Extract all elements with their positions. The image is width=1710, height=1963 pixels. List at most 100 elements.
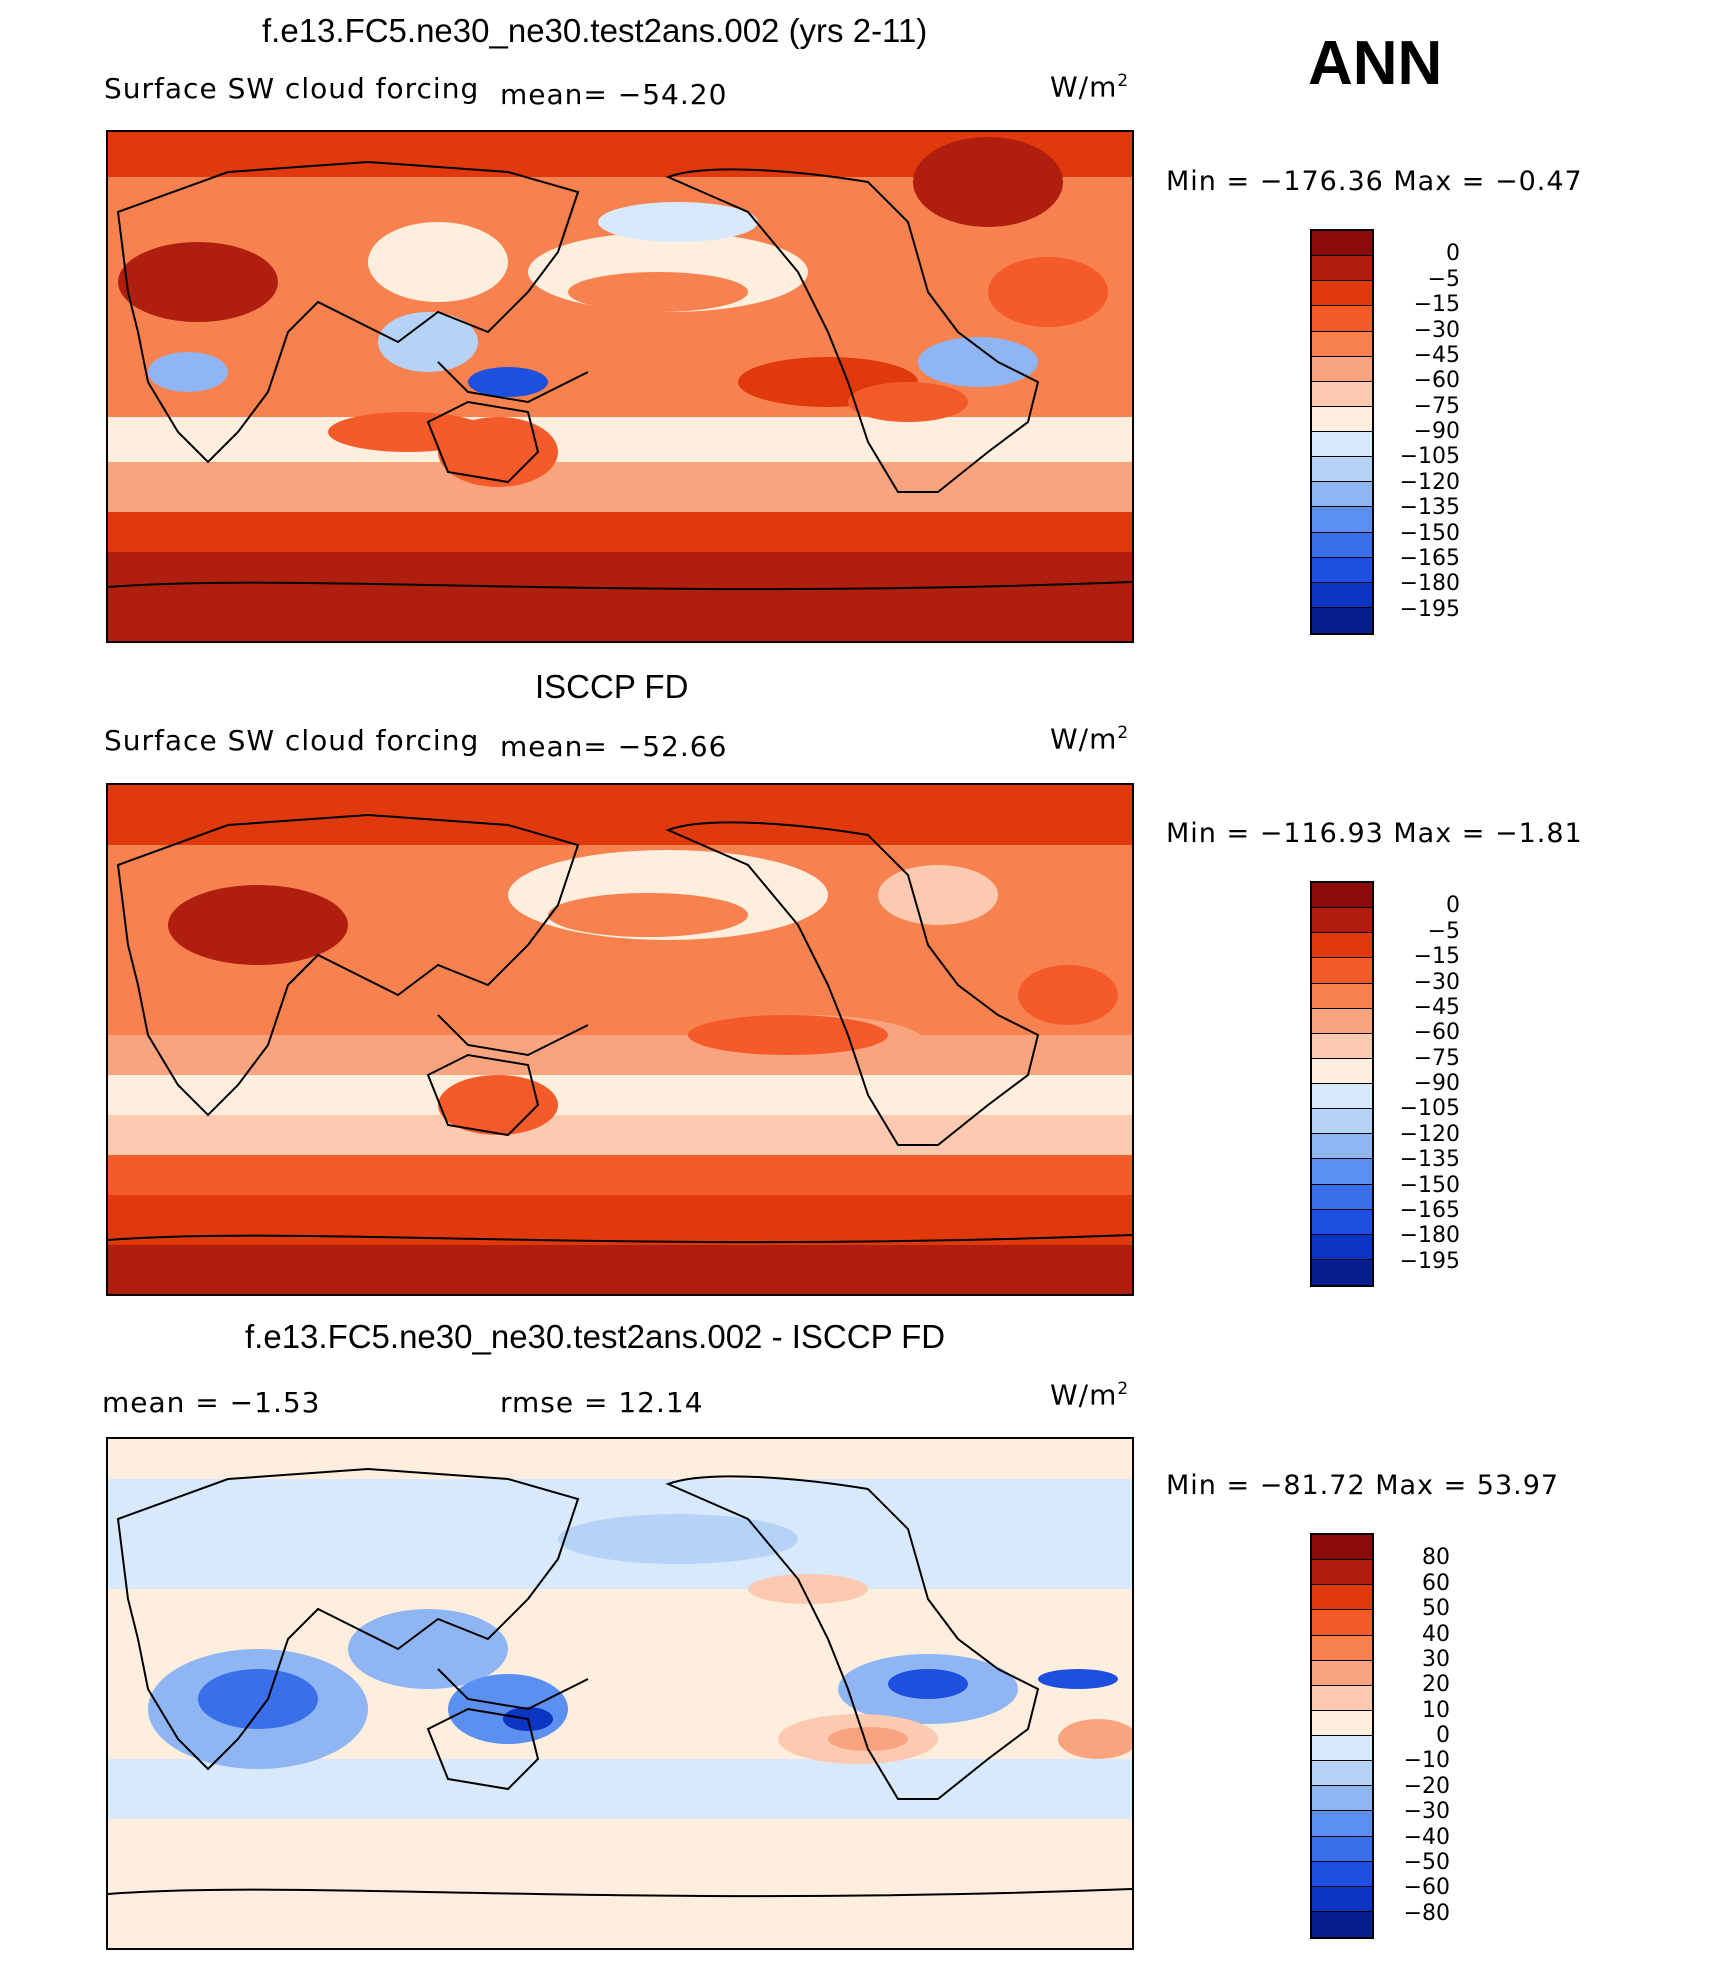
colorbar-label: 0 — [1446, 893, 1460, 919]
colorbar-cell — [1312, 958, 1372, 984]
colorbar-label: −10 — [1403, 1748, 1450, 1774]
colorbar-cell — [1312, 1685, 1372, 1711]
colorbar-cell — [1312, 1610, 1372, 1636]
colorbar-label: −195 — [1399, 596, 1460, 622]
panel-2-map — [106, 783, 1134, 1296]
colorbar-cell — [1312, 1861, 1372, 1887]
colorbar-cell — [1312, 1535, 1372, 1561]
panel-1-map — [106, 130, 1134, 643]
colorbar-cell — [1312, 1033, 1372, 1059]
panel-3-map — [106, 1437, 1134, 1950]
colorbar-label: −50 — [1403, 1849, 1450, 1875]
colorbar-cell — [1312, 607, 1372, 633]
panel-2-title: ISCCP FD — [535, 668, 689, 705]
panel-1-units: W/m2 — [1050, 70, 1130, 104]
colorbar-label: −5 — [1427, 918, 1460, 944]
colorbar-cell — [1312, 1209, 1372, 1235]
panel-1-mean: mean= −54.20 — [500, 78, 728, 111]
panel-3-minmax: Min = −81.72 Max = 53.97 — [1166, 1470, 1560, 1501]
colorbar-cell — [1312, 1134, 1372, 1160]
colorbar-cell — [1312, 281, 1372, 307]
colorbar-label: 20 — [1422, 1672, 1450, 1698]
panel-3-title: f.e13.FC5.ne30_ne30.test2ans.002 - ISCCP… — [245, 1318, 946, 1355]
colorbar-cell — [1312, 482, 1372, 508]
colorbar-label: −150 — [1399, 520, 1460, 546]
colorbar-cell — [1312, 507, 1372, 533]
colorbar-cell — [1312, 933, 1372, 959]
colorbar-cell — [1312, 256, 1372, 282]
colorbar-label: −15 — [1413, 944, 1460, 970]
colorbar-label: −135 — [1399, 1147, 1460, 1173]
colorbar-label: −45 — [1413, 994, 1460, 1020]
colorbar-label: −45 — [1413, 342, 1460, 368]
colorbar-cell — [1312, 432, 1372, 458]
colorbar-cell — [1312, 1234, 1372, 1260]
colorbar-cell — [1312, 1184, 1372, 1210]
colorbar-label: −180 — [1399, 1223, 1460, 1249]
colorbar-label: −30 — [1413, 969, 1460, 995]
colorbar-cell — [1312, 1560, 1372, 1586]
colorbar-cell — [1312, 1761, 1372, 1787]
panel-2-variable: Surface SW cloud forcing — [104, 724, 480, 757]
colorbar-cell — [1312, 582, 1372, 608]
colorbar-cell — [1312, 1811, 1372, 1837]
colorbar-cell — [1312, 1660, 1372, 1686]
colorbar-cell — [1312, 306, 1372, 332]
colorbar-label: −165 — [1399, 545, 1460, 571]
colorbar-label: −60 — [1403, 1875, 1450, 1901]
colorbar-label: 80 — [1422, 1545, 1450, 1571]
colorbar-cell — [1312, 1911, 1372, 1937]
colorbar-label: −120 — [1399, 469, 1460, 495]
colorbar-label: −90 — [1413, 1071, 1460, 1096]
panel-3-mean: mean = −1.53 — [102, 1386, 321, 1419]
colorbar-label: 30 — [1422, 1646, 1450, 1672]
panel-2-colorbar-labels: 0 −5 −15 −30 −45 −60 −75 −90 −105 −120 −135 −150 −16… — [1380, 881, 1460, 1287]
colorbar-cell — [1312, 1710, 1372, 1736]
panel-1-colorbar-labels: 0 −5 −15 −30 −45 −60 −75 −90 −105 −120 −135 −150 −16… — [1380, 229, 1460, 635]
colorbar-cell — [1312, 532, 1372, 558]
colorbar-label: −105 — [1399, 444, 1460, 470]
panel-2-mean: mean= −52.66 — [500, 730, 728, 763]
colorbar-label: −20 — [1403, 1773, 1450, 1799]
colorbar-cell — [1312, 231, 1372, 257]
colorbar-cell — [1312, 1635, 1372, 1661]
colorbar-cell — [1312, 908, 1372, 934]
colorbar-label: 0 — [1436, 1723, 1450, 1748]
panel-3-colorbar — [1310, 1533, 1374, 1939]
colorbar-label: −120 — [1399, 1121, 1460, 1147]
colorbar-cell — [1312, 983, 1372, 1009]
colorbar-cell — [1312, 1585, 1372, 1611]
colorbar-label: 0 — [1446, 241, 1460, 267]
colorbar-label: −150 — [1399, 1172, 1460, 1198]
colorbar-label: −135 — [1399, 495, 1460, 521]
colorbar-label: 10 — [1422, 1697, 1450, 1723]
colorbar-cell — [1312, 1008, 1372, 1034]
panel-1-minmax: Min = −176.36 Max = −0.47 — [1166, 166, 1583, 197]
colorbar-label: −195 — [1399, 1248, 1460, 1274]
panel-3-rmse: rmse = 12.14 — [500, 1386, 704, 1419]
colorbar-cell — [1312, 457, 1372, 483]
colorbar-label: −60 — [1413, 1020, 1460, 1046]
colorbar-label: −90 — [1413, 419, 1460, 444]
colorbar-label: −5 — [1427, 266, 1460, 292]
colorbar-cell — [1312, 356, 1372, 382]
colorbar-cell — [1312, 1836, 1372, 1862]
colorbar-cell — [1312, 883, 1372, 909]
colorbar-label: −75 — [1413, 1045, 1460, 1071]
colorbar-cell — [1312, 1786, 1372, 1812]
colorbar-cell — [1312, 1084, 1372, 1110]
colorbar-label: 60 — [1422, 1570, 1450, 1596]
colorbar-label: −60 — [1413, 368, 1460, 394]
colorbar-label: −15 — [1413, 292, 1460, 318]
colorbar-cell — [1312, 1259, 1372, 1285]
colorbar-cell — [1312, 557, 1372, 583]
colorbar-label: −105 — [1399, 1096, 1460, 1122]
colorbar-label: −180 — [1399, 571, 1460, 597]
panel-1-variable: Surface SW cloud forcing — [104, 72, 480, 105]
colorbar-label: −30 — [1413, 317, 1460, 343]
colorbar-cell — [1312, 1058, 1372, 1084]
colorbar-cell — [1312, 1736, 1372, 1762]
colorbar-cell — [1312, 381, 1372, 407]
season-label: ANN — [1308, 29, 1443, 98]
colorbar-cell — [1312, 1886, 1372, 1912]
